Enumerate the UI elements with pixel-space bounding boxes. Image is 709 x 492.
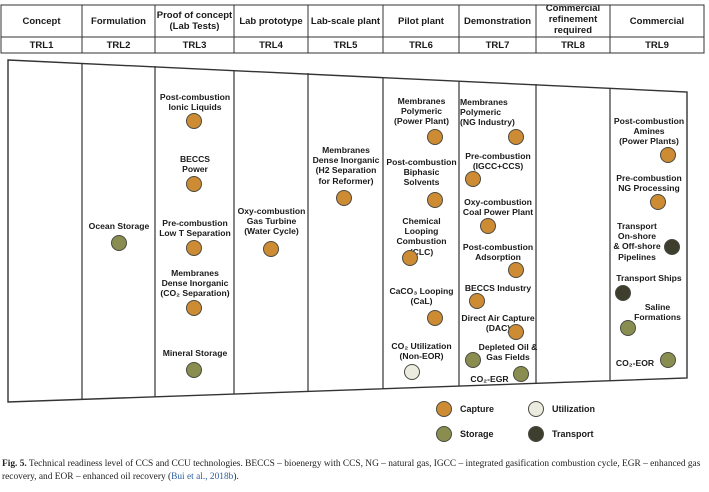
trl-label: TRL6 [409, 39, 433, 51]
stage-pilot-plant: Pilot plant [398, 15, 444, 27]
tech-beccs-industry: BECCS Industry [464, 283, 532, 293]
capture-dot [465, 171, 481, 187]
tech-adsorption: Post-combustion Adsorption [462, 242, 534, 263]
tech-ng-processing: Pre-combustion NG Processing [616, 173, 682, 194]
capture-dot [427, 310, 443, 326]
tech-depleted-fields: Depleted Oil & Gas Fields [478, 342, 538, 363]
capture-dot [508, 129, 524, 145]
tech-transport-ships: Transport Ships [616, 273, 682, 283]
capture-dot [263, 241, 279, 257]
caption-end: ). [233, 471, 239, 482]
trl-label: TRL5 [333, 39, 358, 51]
tech-co2-eor: CO₂-EOR [615, 358, 655, 368]
tech-membranes-power: Membranes Polymeric (Power Plant) [394, 96, 449, 127]
tech-pipelines: Transport On-shore & Off-shore Pipelines [613, 221, 661, 262]
tech-beccs-power: BECCS Power [179, 154, 211, 175]
figure-label: Fig. 5. [2, 459, 27, 469]
tech-saline-formations: Saline Formations [634, 302, 681, 323]
tech-ionic-liquids: Post-combustion Ionic Liquids [159, 92, 231, 113]
trl-funnel-outline [7, 59, 688, 403]
capture-dot [186, 113, 202, 129]
stage-demonstration: Demonstration [463, 15, 532, 27]
capture-dot [186, 176, 202, 192]
trl-label: TRL8 [561, 39, 585, 51]
citation-link[interactable]: Bui et al., 2018b [171, 471, 234, 482]
tech-biphasic-solvents: Post-combustion Biphasic Solvents [386, 157, 457, 188]
storage-dot [660, 352, 676, 368]
storage-dot [186, 362, 202, 378]
tech-cal: CaCO₃ Looping (CaL) [389, 286, 454, 307]
tech-membranes-co2: Membranes Dense Inorganic (CO₂ Separatio… [160, 268, 230, 299]
storage-dot [513, 366, 529, 382]
trl-label: TRL9 [645, 39, 669, 51]
legend-transport-swatch [528, 426, 544, 442]
tech-membranes-h2: Membranes Dense Inorganic (H2 Separation… [312, 145, 380, 186]
tech-co2-utilization: CO₂ Utilization (Non-EOR) [391, 341, 452, 362]
utilization-dot [404, 364, 420, 380]
trl-label: TRL3 [182, 39, 207, 51]
capture-dot [480, 218, 496, 234]
legend-transport-label: Transport [552, 429, 594, 439]
legend-storage-swatch [436, 426, 452, 442]
capture-dot [336, 190, 352, 206]
transport-dot [664, 239, 680, 255]
legend-utilization-swatch [528, 401, 544, 417]
capture-dot [427, 192, 443, 208]
legend-capture-swatch [436, 401, 452, 417]
stage-lab-prototype: Lab prototype [239, 15, 303, 27]
tech-ocean-storage: Ocean Storage [88, 221, 150, 231]
storage-dot [111, 235, 127, 251]
tech-co2-egr: CO₂-EGR [470, 374, 509, 384]
capture-dot [469, 293, 485, 309]
tech-dac: Direct Air Capture (DAC) [461, 313, 535, 334]
capture-dot [650, 194, 666, 210]
capture-dot [427, 129, 443, 145]
capture-dot [508, 262, 524, 278]
capture-dot [186, 300, 202, 316]
stage-formulation: Formulation [91, 15, 146, 27]
stage-proof-of-concept: Proof of concept (Lab Tests) [156, 10, 233, 32]
transport-dot [615, 285, 631, 301]
tech-clc: Chemical Looping Combustion (CLC) [396, 216, 447, 257]
trl-label: TRL1 [29, 39, 54, 51]
stage-concept: Concept [22, 15, 61, 27]
header-table-border [0, 4, 705, 54]
tech-coal-power: Oxy-combustion Coal Power Plant [462, 197, 534, 218]
caption-text: Technical readiness level of CCS and CCU… [2, 459, 701, 482]
storage-dot [620, 320, 636, 336]
tech-amines: Post-combustion Amines (Power Plants) [613, 116, 685, 147]
tech-low-t-separation: Pre-combustion Low T Separation [159, 218, 231, 239]
stage-commercial: Commercial [629, 15, 685, 27]
trl-label: TRL4 [259, 39, 283, 51]
tech-igcc: Pre-combustion (IGCC+CCS) [465, 151, 531, 172]
tech-gas-turbine: Oxy-combustion Gas Turbine (Water Cycle) [237, 206, 306, 237]
figure-caption: Fig. 5. Technical readiness level of CCS… [2, 458, 706, 483]
tech-mineral-storage: Mineral Storage [162, 348, 228, 358]
trl-label: TRL7 [485, 39, 510, 51]
capture-dot [402, 250, 418, 266]
tech-membranes-ng: Membranes Polymeric (NG Industry) [460, 97, 515, 128]
stage-lab-scale-plant: Lab-scale plant [310, 15, 381, 27]
storage-dot [465, 352, 481, 368]
capture-dot [660, 147, 676, 163]
stage-commercial-refinement: Commercial refinement required [545, 2, 601, 36]
legend-utilization-label: Utilization [552, 404, 595, 414]
legend-capture-label: Capture [460, 404, 495, 414]
capture-dot [508, 324, 524, 340]
capture-dot [186, 240, 202, 256]
trl-label: TRL2 [106, 39, 131, 51]
legend-storage-label: Storage [460, 429, 494, 439]
